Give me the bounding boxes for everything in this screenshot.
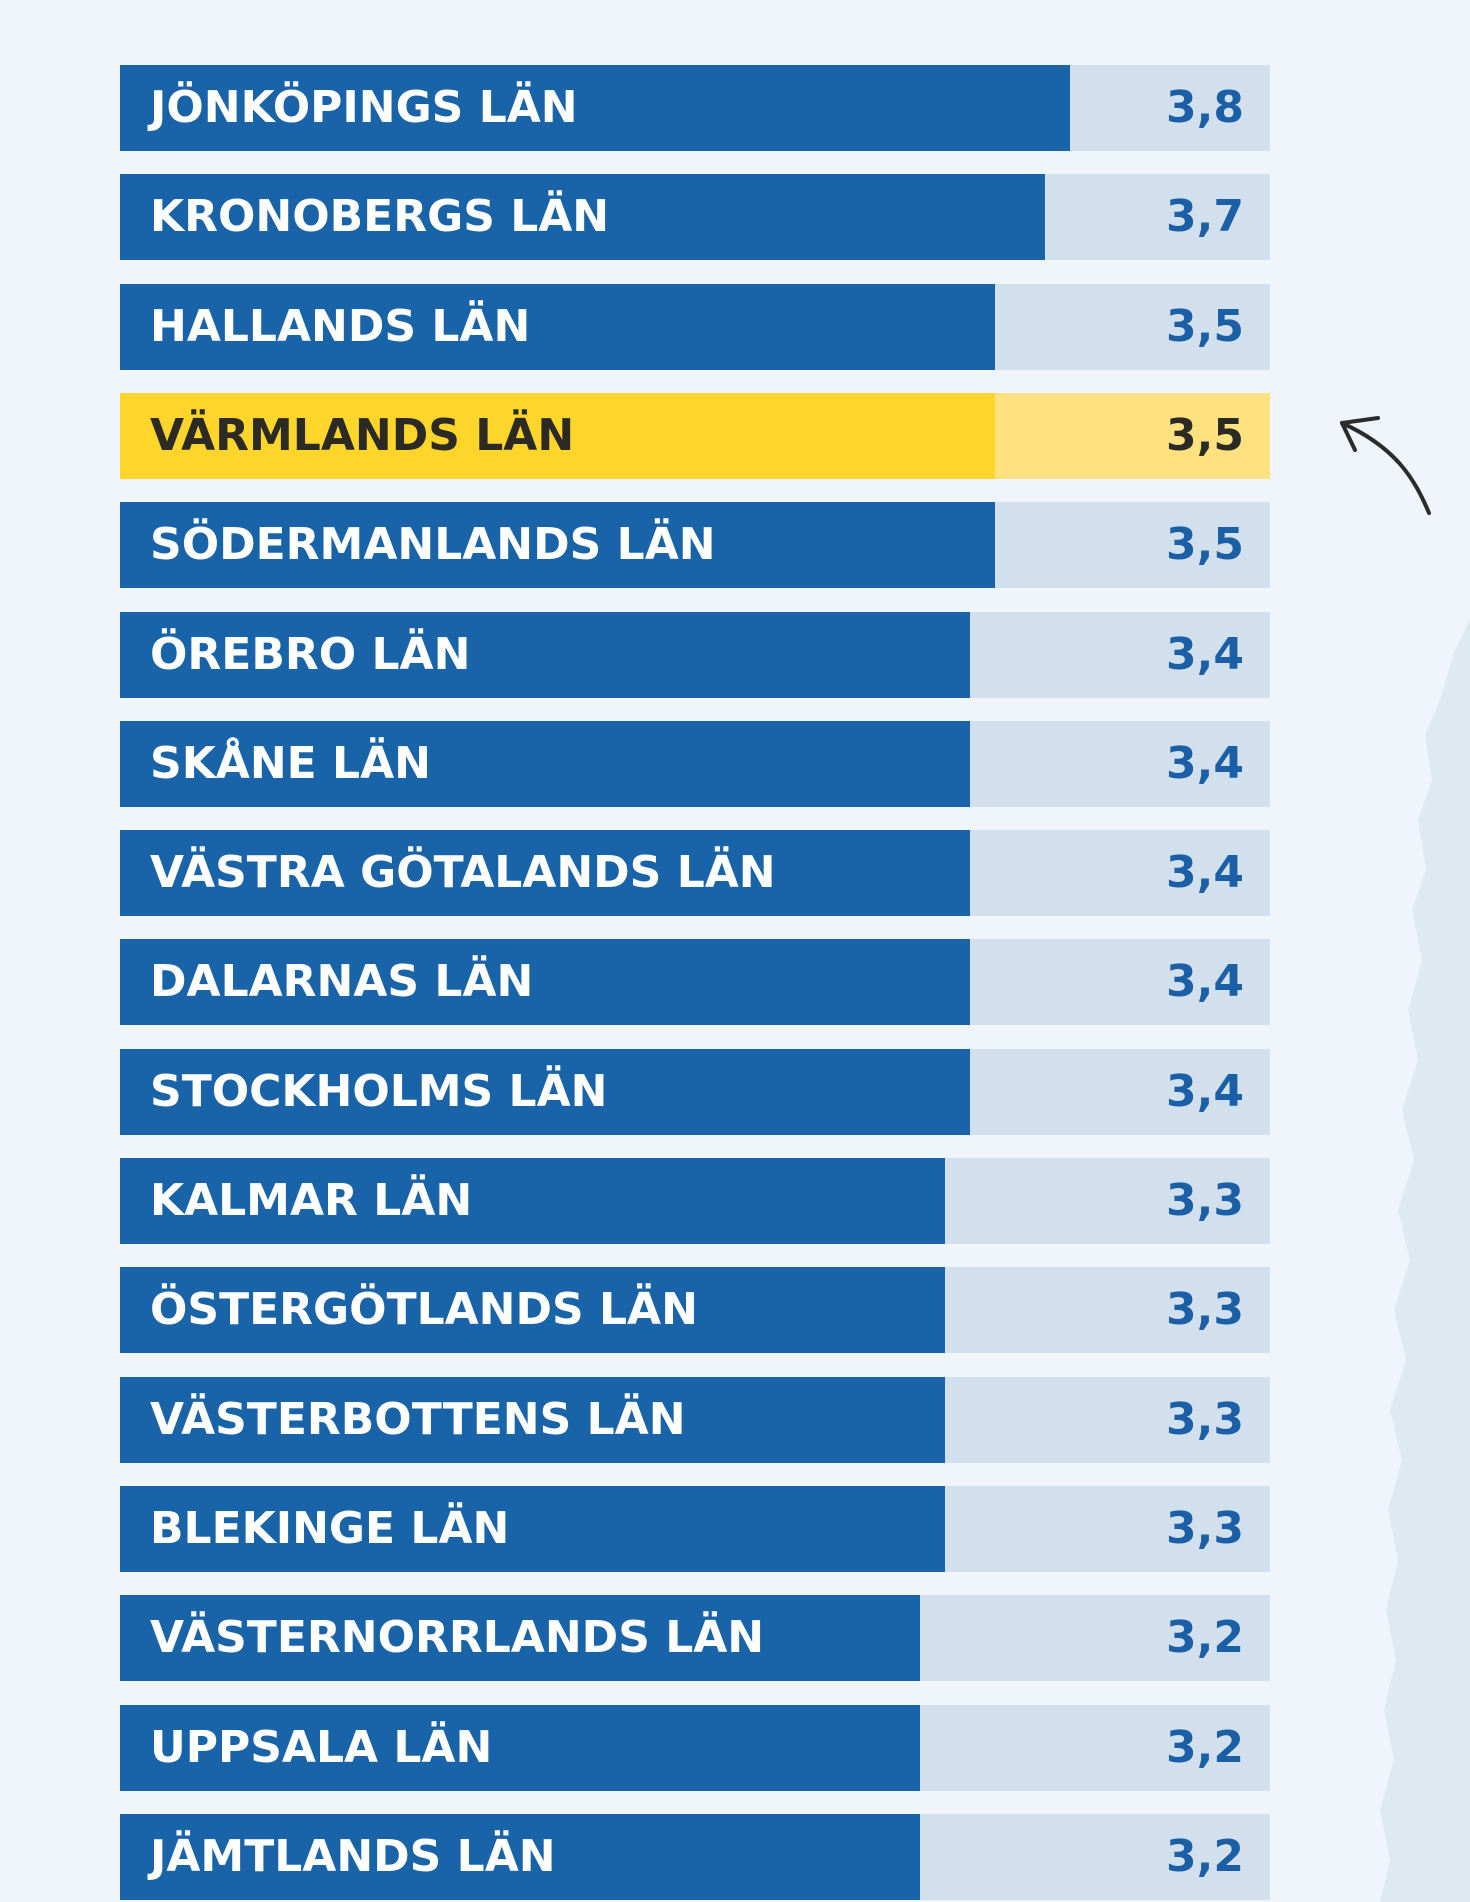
bar-fill (120, 284, 995, 370)
bar-row: BLEKINGE LÄN 3,3 (120, 1486, 1270, 1572)
bar-label: KRONOBERGS LÄN (150, 191, 610, 242)
bar-value: 3,4 (1166, 847, 1244, 898)
bar-row: STOCKHOLMS LÄN 3,4 (120, 1049, 1270, 1135)
bar-value: 3,2 (1166, 1831, 1244, 1882)
bar-row: DALARNAS LÄN 3,4 (120, 939, 1270, 1025)
bar-fill (120, 174, 1045, 260)
bar-value: 3,7 (1166, 191, 1244, 242)
bar-row: VÄSTRA GÖTALANDS LÄN 3,4 (120, 830, 1270, 916)
bar-fill (120, 502, 995, 588)
bar-row: SÖDERMANLANDS LÄN 3,5 (120, 502, 1270, 588)
bar-label: JÖNKÖPINGS LÄN (150, 82, 578, 133)
bar-fill (120, 1705, 920, 1791)
bar-row: VÄRMLANDS LÄN 3,5 (120, 393, 1270, 479)
bar-label: ÖREBRO LÄN (150, 629, 471, 680)
bar-row: VÄSTERBOTTENS LÄN 3,3 (120, 1377, 1270, 1463)
bar-label: KALMAR LÄN (150, 1175, 473, 1226)
bar-row: JÄMTLANDS LÄN 3,2 (120, 1814, 1270, 1900)
bar-label: HALLANDS LÄN (150, 301, 531, 352)
bar-value: 3,3 (1166, 1284, 1244, 1335)
bar-fill (120, 1595, 920, 1681)
bar-fill (120, 1158, 945, 1244)
bar-value: 3,2 (1166, 1722, 1244, 1773)
bar-row: ÖSTERGÖTLANDS LÄN 3,3 (120, 1267, 1270, 1353)
bar-value: 3,8 (1166, 82, 1244, 133)
bar-value: 3,4 (1166, 1066, 1244, 1117)
bar-fill (120, 1814, 920, 1900)
bar-fill (120, 939, 970, 1025)
bar-label: VÄSTERNORRLANDS LÄN (150, 1612, 765, 1663)
bar-label: UPPSALA LÄN (150, 1722, 493, 1773)
bar-value: 3,2 (1166, 1612, 1244, 1663)
bar-fill (120, 1049, 970, 1135)
bar-label: SKÅNE LÄN (150, 738, 431, 789)
bar-fill (120, 65, 1070, 151)
curved-arrow-icon (1340, 416, 1431, 515)
bar-fill (120, 1377, 945, 1463)
bar-label: VÄSTRA GÖTALANDS LÄN (150, 847, 776, 898)
bar-value: 3,4 (1166, 956, 1244, 1007)
bar-value: 3,4 (1166, 738, 1244, 789)
bar-row: KALMAR LÄN 3,3 (120, 1158, 1270, 1244)
bar-value: 3,5 (1166, 410, 1244, 461)
bar-label: DALARNAS LÄN (150, 956, 534, 1007)
bar-row: HALLANDS LÄN 3,5 (120, 284, 1270, 370)
bar-row: KRONOBERGS LÄN 3,7 (120, 174, 1270, 260)
bar-fill (120, 830, 970, 916)
bar-row: ÖREBRO LÄN 3,4 (120, 612, 1270, 698)
bar-row: SKÅNE LÄN 3,4 (120, 721, 1270, 807)
bar-value: 3,3 (1166, 1175, 1244, 1226)
bar-fill (120, 612, 970, 698)
bar-value: 3,4 (1166, 629, 1244, 680)
bar-value: 3,3 (1166, 1394, 1244, 1445)
bar-label: ÖSTERGÖTLANDS LÄN (150, 1284, 698, 1335)
bar-fill (120, 393, 995, 479)
bar-fill (120, 1486, 945, 1572)
bar-value: 3,5 (1166, 519, 1244, 570)
bar-value: 3,5 (1166, 301, 1244, 352)
bar-label: JÄMTLANDS LÄN (150, 1831, 556, 1882)
bar-label: STOCKHOLMS LÄN (150, 1066, 608, 1117)
bar-row: JÖNKÖPINGS LÄN 3,8 (120, 65, 1270, 151)
bar-label: SÖDERMANLANDS LÄN (150, 519, 716, 570)
bar-value: 3,3 (1166, 1503, 1244, 1554)
bar-label: VÄSTERBOTTENS LÄN (150, 1394, 686, 1445)
bar-row: UPPSALA LÄN 3,2 (120, 1705, 1270, 1791)
bar-fill (120, 721, 970, 807)
bar-fill (120, 1267, 945, 1353)
bar-row: VÄSTERNORRLANDS LÄN 3,2 (120, 1595, 1270, 1681)
bar-label: VÄRMLANDS LÄN (150, 410, 575, 461)
bar-label: BLEKINGE LÄN (150, 1503, 510, 1554)
